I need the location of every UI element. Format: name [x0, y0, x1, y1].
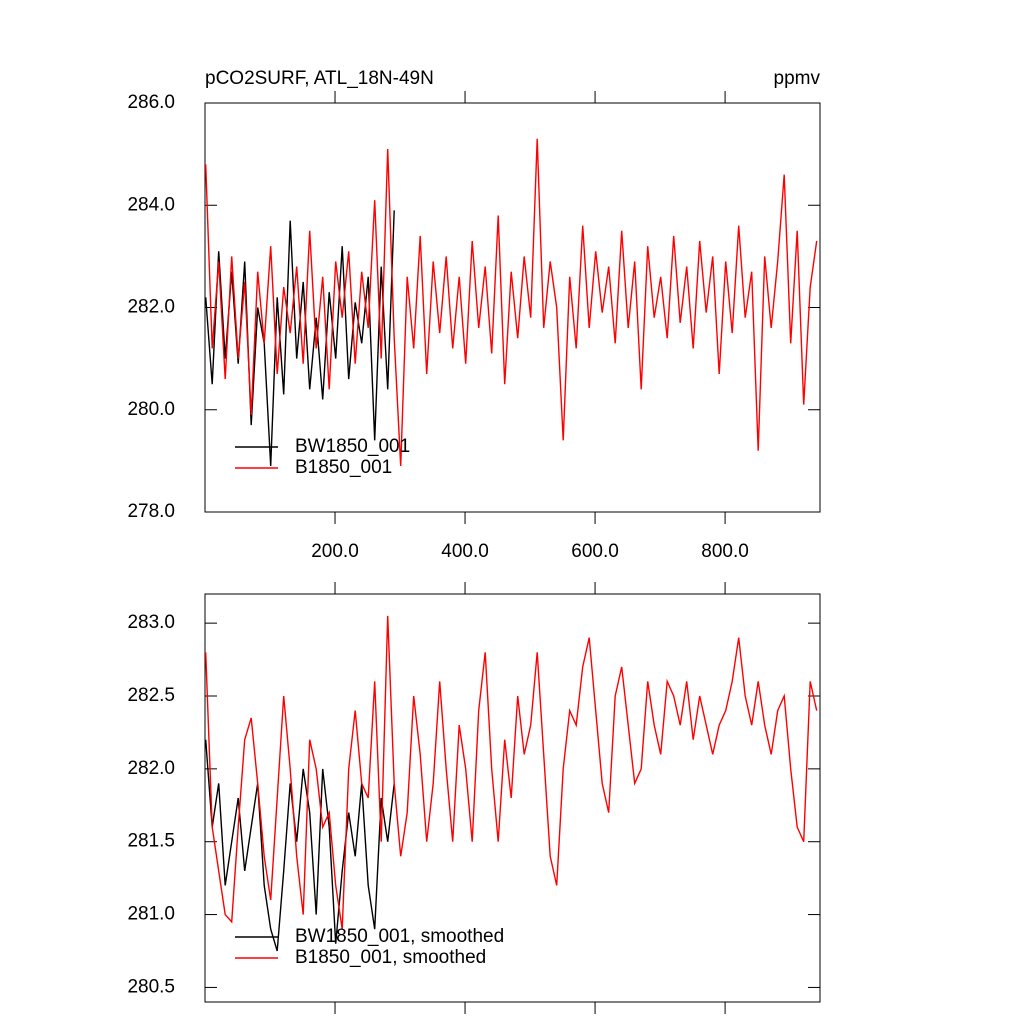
x-tick-label: 400.0	[441, 541, 489, 562]
x-tick-label: 600.0	[571, 541, 619, 562]
series-line	[205, 210, 395, 467]
legend-label: BW1850_001, smoothed	[295, 926, 504, 947]
plot-frame	[204, 593, 821, 1003]
series-line	[205, 138, 818, 467]
y-tick-label: 282.0	[127, 297, 175, 318]
y-tick-label: 283.0	[127, 612, 175, 633]
x-tick-label: 200.0	[311, 541, 359, 562]
y-tick-label: 282.0	[127, 758, 175, 779]
y-tick-label: 281.5	[127, 831, 175, 852]
x-tick-label: 800.0	[701, 541, 749, 562]
legend-label: B1850_001, smoothed	[295, 947, 486, 968]
y-tick-label: 280.0	[127, 399, 175, 420]
legend-label: B1850_001	[295, 457, 392, 478]
y-tick-label: 278.0	[127, 501, 175, 522]
series-line	[205, 615, 818, 930]
y-tick-label: 281.0	[127, 904, 175, 925]
y-tick-label: 284.0	[127, 194, 175, 215]
series-line	[205, 739, 395, 952]
y-tick-label: 280.5	[127, 976, 175, 997]
legend-label: BW1850_001	[295, 436, 410, 457]
y-tick-label: 282.5	[127, 685, 175, 706]
units-label: ppmv	[774, 68, 821, 89]
chart-title: pCO2SURF, ATL_18N-49N	[205, 68, 434, 89]
y-tick-label: 286.0	[127, 92, 175, 113]
